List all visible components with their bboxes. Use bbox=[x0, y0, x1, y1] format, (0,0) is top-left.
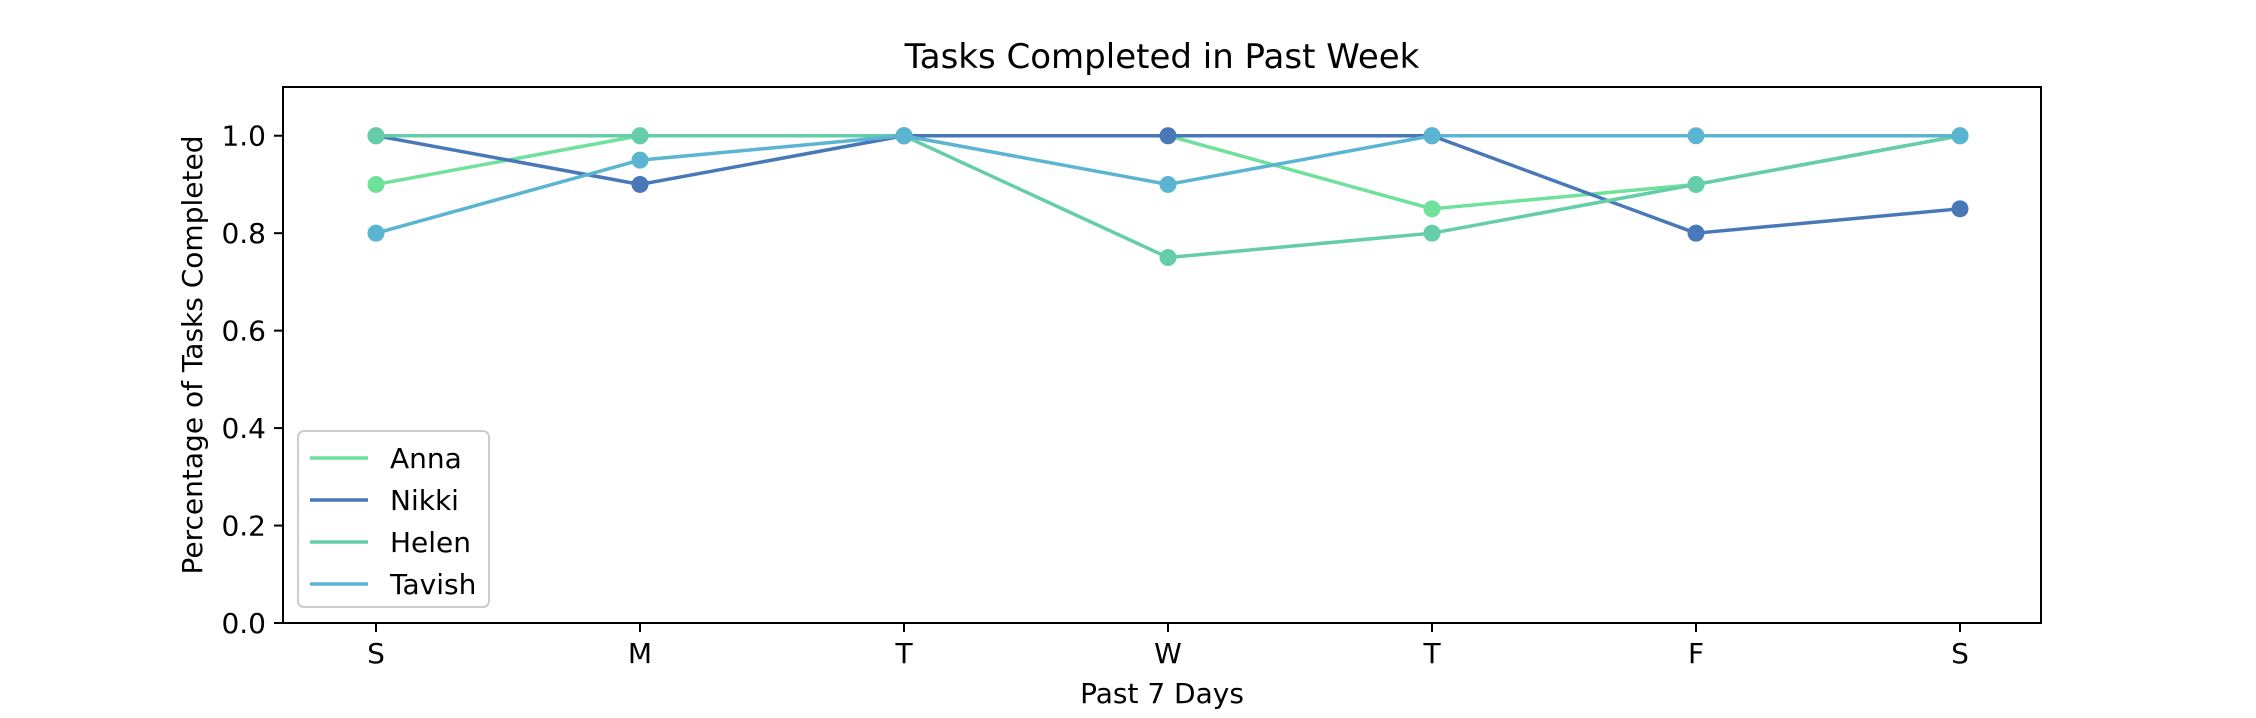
legend-label: Helen bbox=[390, 526, 471, 559]
data-point bbox=[1951, 127, 1969, 145]
data-point bbox=[631, 151, 649, 169]
y-tick-label: 0.6 bbox=[221, 315, 266, 348]
data-point bbox=[1687, 175, 1705, 193]
x-axis-label: Past 7 Days bbox=[1080, 677, 1244, 710]
legend-box bbox=[297, 430, 490, 608]
x-tick-label: S bbox=[1951, 637, 1969, 670]
plot-frame bbox=[282, 86, 2042, 624]
data-point bbox=[367, 224, 385, 242]
data-point bbox=[367, 127, 385, 145]
data-point bbox=[1159, 249, 1177, 267]
x-tick-label: S bbox=[367, 637, 385, 670]
data-point bbox=[1687, 127, 1705, 145]
y-tick-label: 0.0 bbox=[221, 607, 266, 640]
data-point bbox=[1423, 127, 1441, 145]
y-tick-label: 0.8 bbox=[221, 217, 266, 250]
y-axis-label: Percentage of Tasks Completed bbox=[176, 136, 209, 575]
data-point bbox=[631, 175, 649, 193]
series-layer bbox=[367, 127, 1969, 267]
x-tick-label: M bbox=[628, 637, 652, 670]
y-tick-label: 0.2 bbox=[221, 510, 266, 543]
data-point bbox=[631, 127, 649, 145]
y-axis: 0.0 0.2 0.4 0.6 0.8 1.0 bbox=[221, 120, 283, 640]
data-point bbox=[1159, 127, 1177, 145]
x-tick-label: T bbox=[894, 637, 913, 670]
legend-label: Tavish bbox=[389, 568, 476, 601]
data-point bbox=[1687, 224, 1705, 242]
x-tick-label: T bbox=[1422, 637, 1441, 670]
x-tick-label: W bbox=[1154, 637, 1182, 670]
y-tick-label: 1.0 bbox=[221, 120, 266, 153]
y-tick-label: 0.4 bbox=[221, 412, 266, 445]
legend-label: Nikki bbox=[390, 484, 459, 517]
data-point bbox=[895, 127, 913, 145]
series-tavish bbox=[367, 127, 1969, 242]
x-tick-label: F bbox=[1688, 637, 1704, 670]
chart-title: Tasks Completed in Past Week bbox=[904, 37, 1420, 77]
data-point bbox=[1951, 200, 1969, 218]
legend-label: Anna bbox=[390, 442, 462, 475]
legend: Anna Nikki Helen Tavish bbox=[297, 430, 490, 608]
legend-items: Anna Nikki Helen Tavish bbox=[310, 442, 476, 601]
data-point bbox=[1423, 224, 1441, 242]
data-point bbox=[1159, 175, 1177, 193]
data-point bbox=[1423, 200, 1441, 218]
data-point bbox=[367, 175, 385, 193]
